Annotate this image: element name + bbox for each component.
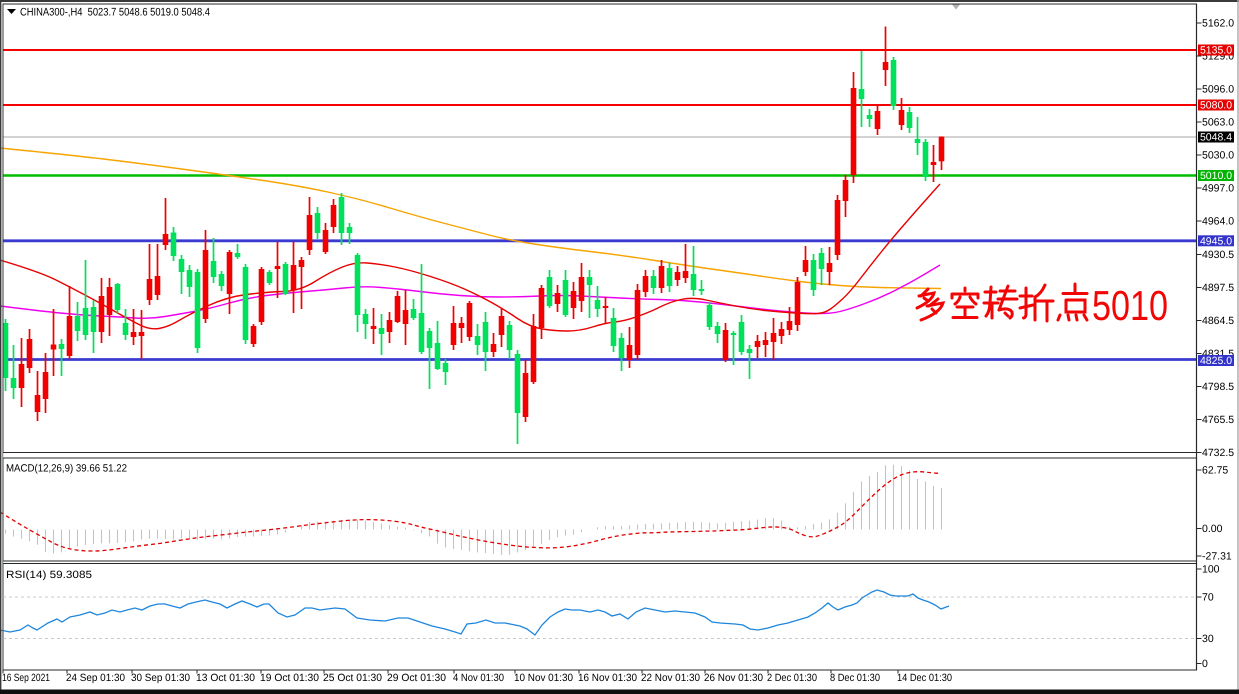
svg-text:4798.5: 4798.5 (1202, 381, 1234, 393)
svg-text:4897.5: 4897.5 (1202, 282, 1234, 294)
svg-text:MACD(12,26,9) 39.66 51.22: MACD(12,26,9) 39.66 51.22 (6, 463, 127, 475)
svg-text:5010: 5010 (1092, 282, 1168, 329)
svg-text:4 Nov 01:30: 4 Nov 01:30 (453, 672, 504, 684)
svg-text:5096.0: 5096.0 (1202, 84, 1234, 96)
svg-text:5080.0: 5080.0 (1200, 100, 1232, 112)
svg-text:4930.5: 4930.5 (1202, 249, 1234, 261)
svg-text:4825.0: 4825.0 (1200, 355, 1232, 367)
svg-text:30: 30 (1202, 633, 1214, 645)
svg-text:2 Dec 01:30: 2 Dec 01:30 (767, 672, 817, 684)
svg-text:14 Dec 01:30: 14 Dec 01:30 (897, 672, 952, 684)
svg-text:4945.0: 4945.0 (1200, 236, 1232, 248)
svg-text:0: 0 (1202, 658, 1208, 670)
svg-text:16 Sep 2021: 16 Sep 2021 (2, 672, 50, 684)
svg-text:4997.0: 4997.0 (1202, 183, 1234, 195)
svg-text:4964.0: 4964.0 (1202, 216, 1234, 228)
svg-text:29 Oct 01:30: 29 Oct 01:30 (387, 672, 446, 684)
svg-text:-27.31: -27.31 (1202, 551, 1232, 563)
svg-text:5162.0: 5162.0 (1202, 18, 1234, 30)
svg-text:5063.0: 5063.0 (1202, 117, 1234, 129)
svg-text:CHINA300-,H4 5023.7 5048.6 50: CHINA300-,H4 5023.7 5048.6 5019.0 5048.4 (20, 7, 210, 19)
svg-text:5048.4: 5048.4 (1200, 132, 1232, 144)
svg-text:5135.0: 5135.0 (1200, 45, 1232, 57)
svg-text:19 Oct 01:30: 19 Oct 01:30 (260, 672, 319, 684)
svg-text:5010.0: 5010.0 (1200, 170, 1232, 182)
svg-text:62.75: 62.75 (1202, 465, 1228, 477)
svg-text:22 Nov 01:30: 22 Nov 01:30 (641, 672, 700, 684)
svg-text:100: 100 (1202, 564, 1220, 576)
svg-text:30 Sep 01:30: 30 Sep 01:30 (131, 672, 190, 684)
svg-text:16 Nov 01:30: 16 Nov 01:30 (578, 672, 637, 684)
svg-text:4765.5: 4765.5 (1202, 414, 1234, 426)
svg-text:13 Oct 01:30: 13 Oct 01:30 (196, 672, 255, 684)
svg-text:RSI(14) 59.3085: RSI(14) 59.3085 (6, 569, 92, 581)
svg-text:70: 70 (1202, 592, 1214, 604)
svg-text:0.00: 0.00 (1202, 523, 1223, 535)
svg-text:4864.5: 4864.5 (1202, 315, 1234, 327)
svg-text:10 Nov 01:30: 10 Nov 01:30 (514, 672, 573, 684)
svg-text:8 Dec 01:30: 8 Dec 01:30 (830, 672, 880, 684)
svg-text:25 Oct 01:30: 25 Oct 01:30 (323, 672, 382, 684)
svg-text:24 Sep 01:30: 24 Sep 01:30 (66, 672, 125, 684)
svg-text:4732.5: 4732.5 (1202, 447, 1234, 459)
svg-text:5030.0: 5030.0 (1202, 150, 1234, 162)
svg-text:26 Nov 01:30: 26 Nov 01:30 (704, 672, 763, 684)
